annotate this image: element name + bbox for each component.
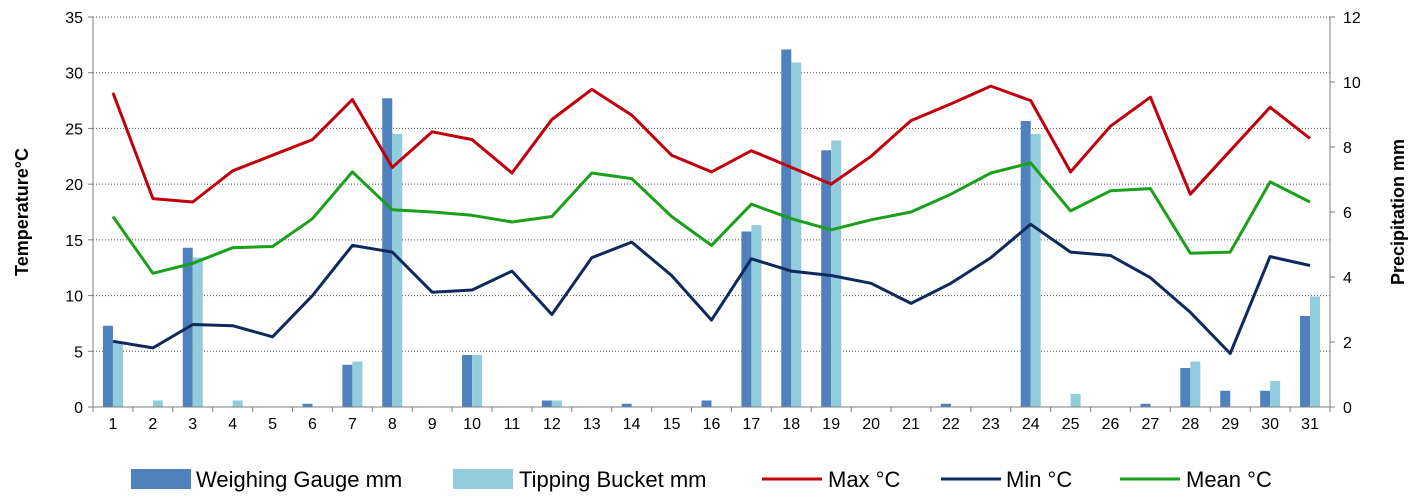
bar-weighing-gauge xyxy=(342,364,353,407)
y-right-tick-label: 12 xyxy=(1343,10,1361,27)
y-left-tick-label: 35 xyxy=(65,10,83,27)
bar-weighing-gauge xyxy=(1020,121,1031,407)
x-tick-label: 23 xyxy=(982,416,1000,433)
x-tick-label: 26 xyxy=(1102,416,1120,433)
x-tick-label: 14 xyxy=(623,416,641,433)
bar-tipping-bucket xyxy=(1190,361,1201,407)
x-tick-label: 4 xyxy=(228,416,237,433)
bar-weighing-gauge xyxy=(940,403,951,407)
y-right-tick-label: 6 xyxy=(1343,205,1352,222)
y-left-tick-label: 25 xyxy=(65,121,83,138)
legend-weighing-gauge-swatch xyxy=(131,469,191,489)
x-tick-label: 25 xyxy=(1062,416,1080,433)
x-tick-label: 2 xyxy=(148,416,157,433)
bar-weighing-gauge xyxy=(781,49,792,407)
bar-tipping-bucket xyxy=(1030,134,1041,407)
bar-tipping-bucket xyxy=(1070,394,1081,407)
bar-weighing-gauge xyxy=(102,325,113,407)
y-right-tick-label: 4 xyxy=(1343,270,1352,287)
bar-weighing-gauge xyxy=(541,400,552,407)
y-right-tick-label: 0 xyxy=(1343,400,1352,417)
bar-tipping-bucket xyxy=(791,62,802,407)
x-tick-label: 19 xyxy=(822,416,840,433)
x-tick-label: 28 xyxy=(1181,416,1199,433)
legend-weighing-gauge-label: Weighing Gauge mm xyxy=(196,467,402,492)
x-tick-label: 20 xyxy=(862,416,880,433)
legend: Weighing Gauge mm Tipping Bucket mm Max °C… xyxy=(131,467,1272,492)
y-right-tick-label: 2 xyxy=(1343,335,1352,352)
x-tick-label: 21 xyxy=(902,416,920,433)
x-tick-label: 9 xyxy=(428,416,437,433)
y-left-tick-label: 0 xyxy=(74,400,83,417)
x-tick-label: 24 xyxy=(1022,416,1040,433)
bar-tipping-bucket xyxy=(152,400,163,407)
bar-tipping-bucket xyxy=(352,361,363,407)
y-right-tick-label: 8 xyxy=(1343,140,1352,157)
x-tick-label: 8 xyxy=(388,416,397,433)
bar-tipping-bucket xyxy=(472,355,483,407)
bar-tipping-bucket xyxy=(831,140,842,407)
bar-weighing-gauge xyxy=(821,150,832,407)
y-left-tick-label: 15 xyxy=(65,233,83,250)
x-tick-label: 6 xyxy=(308,416,317,433)
legend-mean-label: Mean °C xyxy=(1186,467,1272,492)
bar-weighing-gauge xyxy=(302,403,313,407)
bar-weighing-gauge xyxy=(701,400,712,407)
bar-weighing-gauge xyxy=(1180,368,1191,407)
y-left-tick-label: 30 xyxy=(65,66,83,83)
bar-tipping-bucket xyxy=(112,342,123,407)
bar-weighing-gauge xyxy=(1140,403,1151,407)
bar-tipping-bucket xyxy=(392,134,403,407)
x-tick-label: 5 xyxy=(268,416,277,433)
bar-tipping-bucket xyxy=(1270,381,1281,407)
x-tick-label: 15 xyxy=(663,416,681,433)
y-right-tick-label: 10 xyxy=(1343,75,1361,92)
x-tick-label: 16 xyxy=(703,416,721,433)
x-tick-label: 27 xyxy=(1142,416,1160,433)
bar-tipping-bucket xyxy=(1310,296,1321,407)
x-tick-label: 12 xyxy=(543,416,561,433)
bar-tipping-bucket xyxy=(192,257,203,407)
legend-max-label: Max °C xyxy=(828,467,900,492)
x-tick-label: 18 xyxy=(782,416,800,433)
temperature-lines xyxy=(111,84,1311,355)
y-left-tick-label: 5 xyxy=(74,344,83,361)
y-left-tick-label: 10 xyxy=(65,289,83,306)
x-tick-label: 1 xyxy=(108,416,117,433)
bar-weighing-gauge xyxy=(1220,390,1231,407)
min-temp-line xyxy=(112,222,1311,355)
bar-tipping-bucket xyxy=(232,400,243,407)
legend-tipping-bucket-label: Tipping Bucket mm xyxy=(519,467,706,492)
x-tick-label: 22 xyxy=(942,416,960,433)
bar-tipping-bucket xyxy=(551,400,562,407)
bar-weighing-gauge xyxy=(741,231,752,407)
x-tick-label: 17 xyxy=(743,416,761,433)
y-axis-left-title: Temperature°C xyxy=(12,148,32,276)
mean-temp-line xyxy=(111,161,1311,275)
y-left-tick-label: 20 xyxy=(65,177,83,194)
bar-weighing-gauge xyxy=(462,355,473,407)
gridlines xyxy=(93,16,1330,352)
max-temp-line xyxy=(111,84,1311,204)
legend-tipping-bucket-swatch xyxy=(453,469,513,489)
precipitation-bars xyxy=(102,49,1321,407)
bar-tipping-bucket xyxy=(751,225,762,407)
x-tick-label: 30 xyxy=(1261,416,1279,433)
bar-weighing-gauge xyxy=(1260,390,1271,407)
bar-weighing-gauge xyxy=(1300,316,1311,407)
x-tick-label: 10 xyxy=(463,416,481,433)
x-tick-label: 29 xyxy=(1221,416,1239,433)
y-axis-right-title: Precipitation mm xyxy=(1388,139,1408,285)
x-tick-label: 11 xyxy=(504,416,521,433)
x-tick-label: 31 xyxy=(1301,416,1319,433)
x-tick-label: 13 xyxy=(583,416,601,433)
x-tick-label: 7 xyxy=(348,416,357,433)
bar-weighing-gauge xyxy=(621,403,632,407)
x-tick-label: 3 xyxy=(188,416,197,433)
legend-min-label: Min °C xyxy=(1006,467,1072,492)
